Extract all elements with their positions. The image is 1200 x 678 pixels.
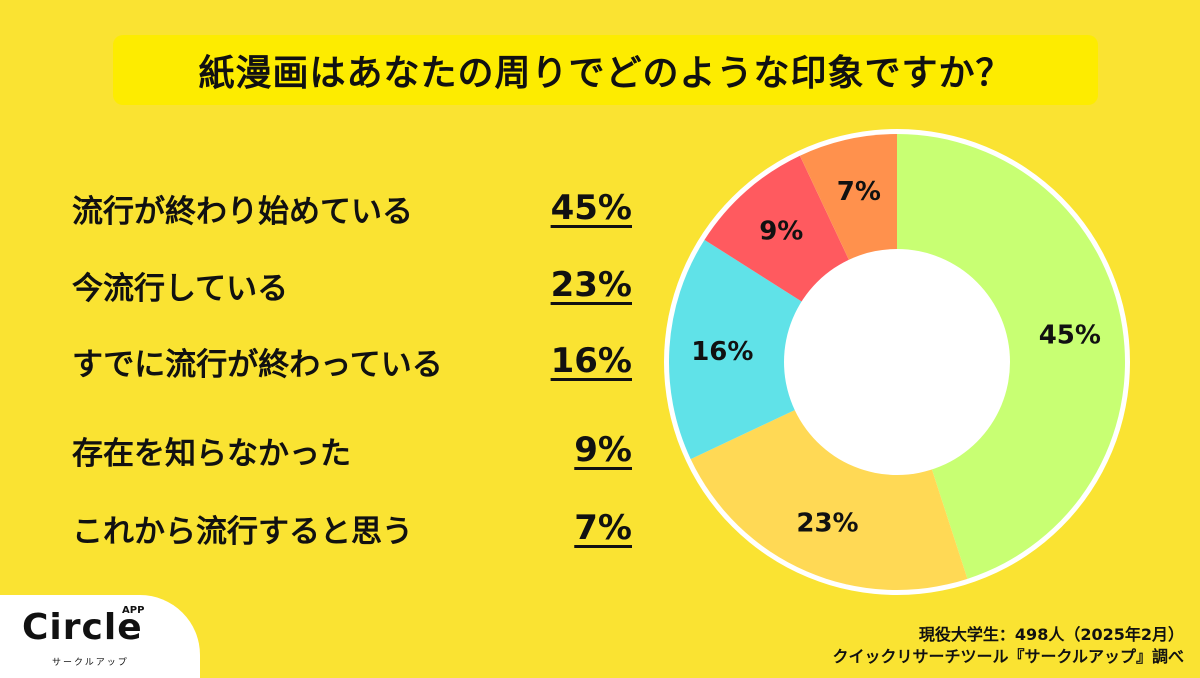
legend-row: これから流行すると思う 7% bbox=[72, 503, 632, 553]
source-line-1: 現役大学生：498人（2025年2月） bbox=[918, 625, 1184, 644]
legend-value: 23% bbox=[550, 265, 632, 305]
slice-label: 7% bbox=[837, 177, 881, 207]
legend-label: 流行が終わり始めている bbox=[72, 193, 413, 230]
legend-value: 45% bbox=[550, 188, 632, 228]
source-line-2: クイックリサーチツール『サークルアップ』調べ bbox=[832, 647, 1184, 666]
legend-row: 流行が終わり始めている 45% bbox=[72, 183, 632, 233]
legend-value: 9% bbox=[574, 430, 632, 470]
legend-row: すでに流行が終わっている 16% bbox=[72, 336, 632, 386]
legend-label: 今流行している bbox=[72, 270, 289, 307]
source-note: 現役大学生：498人（2025年2月） クイックリサーチツール『サークルアップ』… bbox=[832, 624, 1184, 668]
legend-label: これから流行すると思う bbox=[72, 513, 413, 550]
legend-row: 今流行している 23% bbox=[72, 260, 632, 310]
legend-value: 7% bbox=[574, 508, 632, 548]
slice-labels: 45% 23% 16% 9% 7% bbox=[691, 177, 1101, 538]
slice-label: 9% bbox=[759, 217, 803, 247]
slice-label: 16% bbox=[691, 337, 753, 367]
logo-wordmark: Circle bbox=[22, 607, 143, 648]
donut-svg: 45% 23% 16% 9% 7% bbox=[664, 129, 1130, 595]
legend-row: 存在を知らなかった 9% bbox=[72, 425, 632, 475]
pie-slice bbox=[669, 239, 897, 460]
pie-slice bbox=[897, 134, 1125, 579]
logo-panel: Circle APP サークルアップ bbox=[0, 595, 200, 678]
slice-label: 45% bbox=[1039, 321, 1101, 351]
donut-hole bbox=[784, 249, 1010, 475]
legend-value: 16% bbox=[550, 341, 632, 381]
legend-label: 存在を知らなかった bbox=[72, 435, 351, 472]
logo-subtitle: サークルアップ bbox=[52, 658, 129, 668]
donut-chart: 45% 23% 16% 9% 7% bbox=[664, 129, 1130, 595]
legend-label: すでに流行が終わっている bbox=[72, 346, 443, 383]
chart-title: 紙漫画はあなたの周りでどのような印象ですか？ bbox=[198, 53, 1013, 94]
slice-label: 23% bbox=[796, 509, 858, 539]
logo-superscript: APP bbox=[122, 605, 145, 616]
title-banner: 紙漫画はあなたの周りでどのような印象ですか？ bbox=[113, 35, 1098, 105]
